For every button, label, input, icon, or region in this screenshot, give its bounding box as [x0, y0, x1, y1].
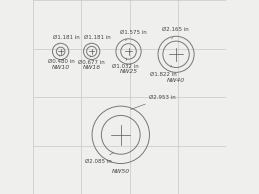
Text: Ø2.165 in: Ø2.165 in: [162, 27, 189, 39]
Text: Ø1.032 in: Ø1.032 in: [112, 58, 139, 68]
Text: NW25: NW25: [119, 69, 138, 74]
Text: NW10: NW10: [52, 65, 70, 70]
Text: Ø0.677 in: Ø0.677 in: [78, 56, 105, 65]
Text: Ø2.085 in: Ø2.085 in: [85, 153, 113, 164]
Text: Ø1.822 in: Ø1.822 in: [150, 66, 177, 77]
Text: NW16: NW16: [83, 65, 101, 70]
Text: NW40: NW40: [167, 78, 185, 83]
Text: NW50: NW50: [112, 169, 130, 174]
Text: Ø1.575 in: Ø1.575 in: [120, 29, 147, 41]
Text: Ø0.480 in: Ø0.480 in: [48, 55, 75, 64]
Text: Ø1.181 in: Ø1.181 in: [53, 35, 80, 44]
Text: Ø2.953 in: Ø2.953 in: [131, 95, 176, 109]
Text: Ø1.181 in: Ø1.181 in: [84, 35, 111, 44]
